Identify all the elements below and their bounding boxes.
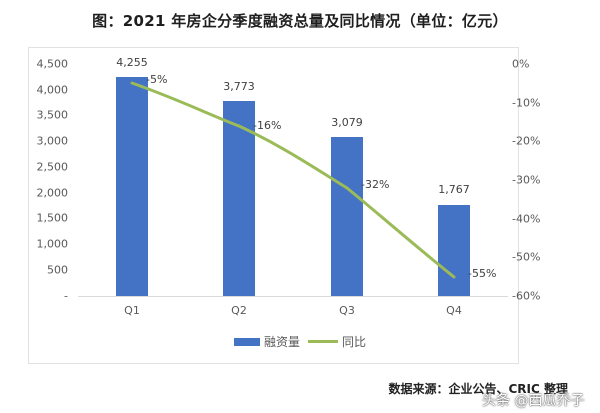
x-tick: Q4	[446, 304, 462, 317]
bar-value-label: 3,773	[223, 80, 255, 93]
bar-value-label: 4,255	[116, 56, 148, 69]
right-tick: -60%	[512, 289, 541, 303]
left-tick: 4,500	[36, 57, 69, 71]
x-tick: Q3	[339, 304, 355, 317]
right-tick: -30%	[512, 173, 541, 187]
legend-item-line: 同比	[304, 333, 366, 350]
bar-value-label: 3,079	[331, 116, 363, 129]
bar-swatch-icon	[233, 337, 260, 346]
bar-value-label: 1,767	[438, 183, 470, 196]
right-tick: -50%	[512, 250, 541, 264]
legend-label: 融资量	[263, 335, 300, 349]
legend-label: 同比	[342, 335, 367, 349]
bar-q3	[331, 137, 363, 296]
left-tick: 1,500	[36, 211, 69, 225]
left-tick: 4,000	[36, 83, 69, 97]
line-swatch-icon	[308, 340, 338, 343]
line-value-label: -16%	[253, 119, 282, 132]
left-tick: -	[64, 289, 68, 303]
left-tick: 2,500	[36, 160, 69, 174]
right-tick: 0%	[512, 57, 530, 71]
legend: 融资量 同比	[0, 333, 600, 350]
x-tick: Q2	[231, 304, 247, 317]
data-source: 数据来源：企业公告、CRIC 整理	[388, 382, 569, 396]
watermark: 头条 @西瓜乔子	[482, 393, 585, 409]
chart-frame	[28, 47, 519, 364]
right-tick: -10%	[512, 96, 541, 110]
left-tick: 2,000	[36, 186, 69, 200]
left-tick: 3,500	[36, 108, 69, 122]
left-tick: 1,000	[36, 237, 69, 251]
x-tick: Q1	[124, 304, 140, 317]
line-value-label: -55%	[468, 267, 497, 280]
x-axis-line	[78, 296, 508, 297]
bar-q1	[116, 77, 148, 296]
line-value-label: -5%	[146, 73, 168, 86]
chart-title: 图：2021 年房企分季度融资总量及同比情况（单位：亿元）	[92, 12, 508, 30]
bar-q2	[223, 101, 255, 296]
right-tick: -20%	[512, 134, 541, 148]
line-value-label: -32%	[361, 178, 390, 191]
bar-q4	[438, 205, 470, 296]
legend-item-bar: 融资量	[233, 333, 300, 350]
right-tick: -40%	[512, 212, 541, 226]
left-tick: 3,000	[36, 134, 69, 148]
left-tick: 500	[47, 263, 68, 277]
